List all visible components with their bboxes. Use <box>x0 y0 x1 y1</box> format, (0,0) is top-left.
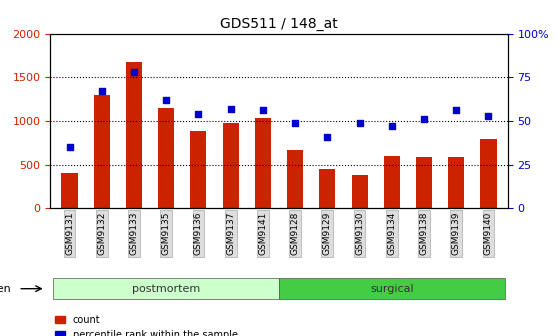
Text: GSM9139: GSM9139 <box>452 212 461 255</box>
Text: postmortem: postmortem <box>132 284 200 294</box>
Bar <box>223 123 239 208</box>
Point <box>65 144 74 150</box>
Title: GDS511 / 148_at: GDS511 / 148_at <box>220 17 338 31</box>
Text: GSM9130: GSM9130 <box>355 212 364 255</box>
Point <box>226 106 235 112</box>
Point <box>420 117 429 122</box>
Point <box>387 124 396 129</box>
Bar <box>126 61 142 208</box>
Bar <box>190 131 206 208</box>
Text: GSM9128: GSM9128 <box>291 212 300 255</box>
Text: GSM9135: GSM9135 <box>162 212 171 255</box>
Text: GSM9136: GSM9136 <box>194 212 203 255</box>
Point <box>355 120 364 125</box>
Bar <box>94 95 110 208</box>
Text: specimen: specimen <box>0 284 11 294</box>
Legend: count, percentile rank within the sample: count, percentile rank within the sample <box>55 315 238 336</box>
Bar <box>416 157 432 208</box>
Bar <box>61 173 78 208</box>
Text: GSM9129: GSM9129 <box>323 212 332 255</box>
Bar <box>480 139 497 208</box>
Point <box>452 108 461 113</box>
Point <box>323 134 332 139</box>
Text: GSM9141: GSM9141 <box>258 212 267 255</box>
Text: GSM9131: GSM9131 <box>65 212 74 255</box>
Text: GSM9134: GSM9134 <box>387 212 396 255</box>
FancyBboxPatch shape <box>279 278 504 299</box>
Bar <box>255 118 271 208</box>
Text: GSM9138: GSM9138 <box>420 212 429 255</box>
Text: GSM9137: GSM9137 <box>226 212 235 255</box>
Text: surgical: surgical <box>370 284 413 294</box>
Bar <box>352 175 368 208</box>
Bar <box>448 157 464 208</box>
Point <box>258 108 267 113</box>
Point <box>129 69 138 75</box>
Text: GSM9133: GSM9133 <box>129 212 138 255</box>
Bar <box>158 108 174 208</box>
Point <box>291 120 300 125</box>
Point <box>194 111 203 117</box>
Point <box>97 89 106 94</box>
Bar <box>384 156 400 208</box>
Text: GSM9132: GSM9132 <box>97 212 106 255</box>
Point <box>484 113 493 118</box>
Bar <box>319 169 335 208</box>
Bar <box>287 150 303 208</box>
Point <box>162 97 171 103</box>
Text: GSM9140: GSM9140 <box>484 212 493 255</box>
FancyBboxPatch shape <box>54 278 279 299</box>
